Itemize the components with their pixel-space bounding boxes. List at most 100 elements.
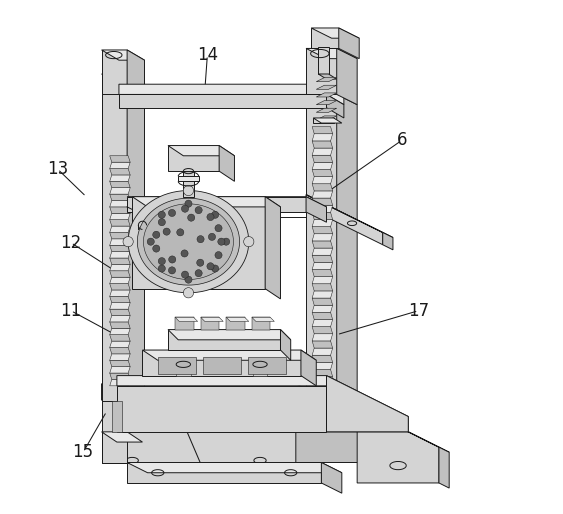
Polygon shape xyxy=(110,239,130,245)
Polygon shape xyxy=(127,197,327,207)
Circle shape xyxy=(168,209,176,216)
Polygon shape xyxy=(265,197,280,299)
Polygon shape xyxy=(306,197,327,222)
Polygon shape xyxy=(128,191,249,293)
Circle shape xyxy=(195,270,202,277)
Polygon shape xyxy=(318,47,329,74)
Polygon shape xyxy=(312,162,333,170)
Polygon shape xyxy=(312,341,333,348)
Polygon shape xyxy=(312,298,333,305)
Polygon shape xyxy=(101,74,145,84)
Polygon shape xyxy=(110,309,130,316)
Polygon shape xyxy=(110,297,130,303)
Polygon shape xyxy=(110,169,130,175)
Polygon shape xyxy=(312,241,333,248)
Circle shape xyxy=(244,236,254,247)
Polygon shape xyxy=(321,463,342,493)
Polygon shape xyxy=(110,232,130,239)
Polygon shape xyxy=(252,317,274,321)
Polygon shape xyxy=(312,284,333,291)
Polygon shape xyxy=(253,364,267,376)
Polygon shape xyxy=(252,317,270,329)
Polygon shape xyxy=(316,85,337,89)
Polygon shape xyxy=(110,271,130,277)
Polygon shape xyxy=(110,162,130,169)
Polygon shape xyxy=(144,204,234,280)
Polygon shape xyxy=(219,145,234,181)
Polygon shape xyxy=(357,406,439,483)
Text: 15: 15 xyxy=(73,443,93,461)
Polygon shape xyxy=(312,134,333,141)
Circle shape xyxy=(185,200,192,207)
Text: 13: 13 xyxy=(47,160,68,178)
Polygon shape xyxy=(110,284,130,290)
Polygon shape xyxy=(306,48,337,95)
Polygon shape xyxy=(312,205,333,212)
Polygon shape xyxy=(311,28,359,38)
Polygon shape xyxy=(127,197,306,212)
Polygon shape xyxy=(226,317,245,329)
Polygon shape xyxy=(316,93,337,97)
Polygon shape xyxy=(312,148,333,155)
Polygon shape xyxy=(175,317,198,321)
Circle shape xyxy=(195,207,202,214)
Polygon shape xyxy=(337,48,357,105)
Polygon shape xyxy=(110,347,130,354)
Polygon shape xyxy=(312,198,333,205)
Text: 16: 16 xyxy=(195,467,216,485)
Polygon shape xyxy=(110,226,130,232)
Polygon shape xyxy=(306,195,383,245)
Polygon shape xyxy=(312,155,333,162)
Polygon shape xyxy=(178,176,199,181)
Polygon shape xyxy=(168,329,291,340)
Polygon shape xyxy=(203,357,240,374)
Circle shape xyxy=(153,245,160,252)
Polygon shape xyxy=(158,357,195,374)
Polygon shape xyxy=(312,326,333,334)
Polygon shape xyxy=(311,28,339,48)
Polygon shape xyxy=(312,334,333,341)
Circle shape xyxy=(207,263,214,270)
Polygon shape xyxy=(312,305,333,313)
Circle shape xyxy=(158,218,166,226)
Polygon shape xyxy=(110,379,130,386)
Circle shape xyxy=(218,238,225,245)
Circle shape xyxy=(215,225,222,232)
Polygon shape xyxy=(132,197,265,289)
Text: 6: 6 xyxy=(396,132,407,150)
Polygon shape xyxy=(312,269,333,277)
Polygon shape xyxy=(142,350,301,376)
Polygon shape xyxy=(184,171,194,197)
Circle shape xyxy=(222,238,230,245)
Polygon shape xyxy=(312,277,333,284)
Polygon shape xyxy=(327,386,408,432)
Polygon shape xyxy=(312,348,333,355)
Polygon shape xyxy=(313,118,342,123)
Polygon shape xyxy=(316,108,337,113)
Polygon shape xyxy=(132,197,280,207)
Polygon shape xyxy=(112,401,122,432)
Polygon shape xyxy=(312,291,333,298)
Polygon shape xyxy=(312,370,333,377)
Polygon shape xyxy=(312,234,333,241)
Polygon shape xyxy=(312,248,333,255)
Polygon shape xyxy=(312,313,333,320)
Polygon shape xyxy=(110,328,130,335)
Polygon shape xyxy=(439,447,449,488)
Polygon shape xyxy=(110,264,130,271)
Polygon shape xyxy=(101,384,415,457)
Polygon shape xyxy=(316,116,337,120)
Polygon shape xyxy=(312,320,333,326)
Polygon shape xyxy=(312,184,333,191)
Circle shape xyxy=(212,265,218,272)
Polygon shape xyxy=(110,207,130,213)
Polygon shape xyxy=(110,200,130,207)
Polygon shape xyxy=(175,317,194,329)
Polygon shape xyxy=(312,191,333,198)
Polygon shape xyxy=(110,316,130,322)
Polygon shape xyxy=(312,177,333,184)
Polygon shape xyxy=(110,354,130,360)
Polygon shape xyxy=(312,255,333,262)
Polygon shape xyxy=(312,219,333,227)
Polygon shape xyxy=(168,329,280,350)
